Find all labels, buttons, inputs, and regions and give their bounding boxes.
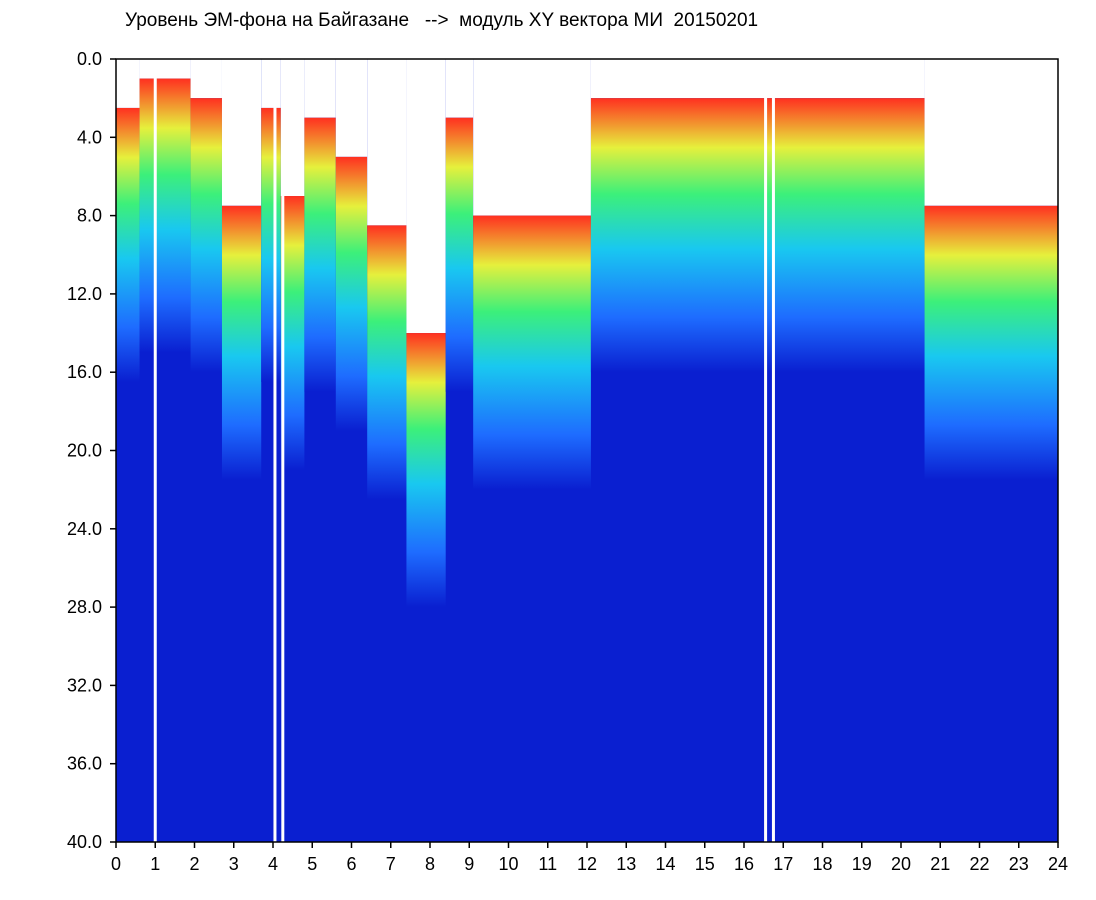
y-tick-label-4: 16.0 <box>67 362 102 382</box>
y-tick-label-3: 12.0 <box>67 284 102 304</box>
y-tick-label-0: 0.0 <box>77 49 102 69</box>
x-tick-label-9: 9 <box>464 854 474 874</box>
x-tick-label-21: 21 <box>930 854 950 874</box>
signal-band-12 <box>590 98 925 373</box>
empty-region-4 <box>261 59 281 108</box>
x-tick-label-16: 16 <box>734 854 754 874</box>
x-tick-label-18: 18 <box>812 854 832 874</box>
x-tick-label-23: 23 <box>1009 854 1029 874</box>
x-tick-label-11: 11 <box>538 854 557 874</box>
x-tick-label-8: 8 <box>425 854 435 874</box>
empty-region-2 <box>190 59 222 99</box>
signal-band-2 <box>190 98 222 373</box>
signal-band-0 <box>116 107 140 382</box>
x-tick-label-14: 14 <box>655 854 675 874</box>
signal-band-1 <box>139 78 191 353</box>
empty-region-3 <box>221 59 262 206</box>
signal-band-7 <box>335 156 368 431</box>
x-tick-label-15: 15 <box>695 854 715 874</box>
x-tick-label-22: 22 <box>969 854 989 874</box>
y-tick-label-1: 4.0 <box>77 127 102 147</box>
x-tick-label-17: 17 <box>773 854 793 874</box>
y-tick-label-2: 8.0 <box>77 206 102 226</box>
signal-band-8 <box>367 225 407 500</box>
x-tick-label-13: 13 <box>616 854 636 874</box>
data-gap-2 <box>281 59 285 842</box>
empty-region-9 <box>406 59 446 334</box>
signal-band-6 <box>304 117 336 392</box>
empty-region-6 <box>304 59 336 118</box>
x-tick-label-6: 6 <box>346 854 356 874</box>
signal-band-13 <box>924 205 1058 480</box>
empty-region-5 <box>280 59 305 197</box>
y-tick-label-10: 40.0 <box>67 832 102 852</box>
axes: 0.0 4.0 8.0 12.0 16.0 20.0 24.0 28.0 32.0 36.0 40.… <box>67 49 1068 874</box>
empty-region-13 <box>924 59 1058 206</box>
data-gap-1 <box>273 59 277 842</box>
y-tick-label-6: 24.0 <box>67 519 102 539</box>
signal-band-3 <box>221 205 262 480</box>
chart-marks <box>116 59 1058 842</box>
x-tick-label-1: 1 <box>150 854 160 874</box>
x-tick-label-10: 10 <box>498 854 518 874</box>
x-tick-label-24: 24 <box>1048 854 1068 874</box>
x-tick-label-5: 5 <box>307 854 317 874</box>
data-gap-0 <box>153 59 157 842</box>
empty-region-12 <box>590 59 925 99</box>
signal-band-4 <box>261 107 281 382</box>
data-gap-4 <box>771 59 775 842</box>
signal-band-10 <box>445 117 474 392</box>
data-gap-3 <box>764 59 768 842</box>
x-tick-label-3: 3 <box>229 854 239 874</box>
empty-region-0 <box>116 59 140 108</box>
x-tick-label-20: 20 <box>891 854 911 874</box>
empty-region-8 <box>367 59 407 226</box>
signal-band-11 <box>473 215 591 490</box>
signal-band-5 <box>280 196 305 471</box>
x-tick-label-19: 19 <box>852 854 872 874</box>
x-tick-label-0: 0 <box>111 854 121 874</box>
y-tick-label-7: 28.0 <box>67 597 102 617</box>
empty-region-1 <box>139 59 191 79</box>
y-tick-label-8: 32.0 <box>67 675 102 695</box>
signal-band-9 <box>406 333 446 608</box>
empty-region-7 <box>335 59 368 157</box>
y-tick-label-5: 20.0 <box>67 441 102 461</box>
x-tick-label-4: 4 <box>268 854 278 874</box>
empty-region-11 <box>473 59 591 216</box>
y-tick-label-9: 36.0 <box>67 754 102 774</box>
x-tick-label-12: 12 <box>577 854 597 874</box>
chart-title: Уровень ЭМ-фона на Байгазане --> модуль … <box>125 10 759 31</box>
x-tick-label-7: 7 <box>386 854 396 874</box>
empty-region-10 <box>445 59 474 118</box>
x-tick-label-2: 2 <box>189 854 199 874</box>
